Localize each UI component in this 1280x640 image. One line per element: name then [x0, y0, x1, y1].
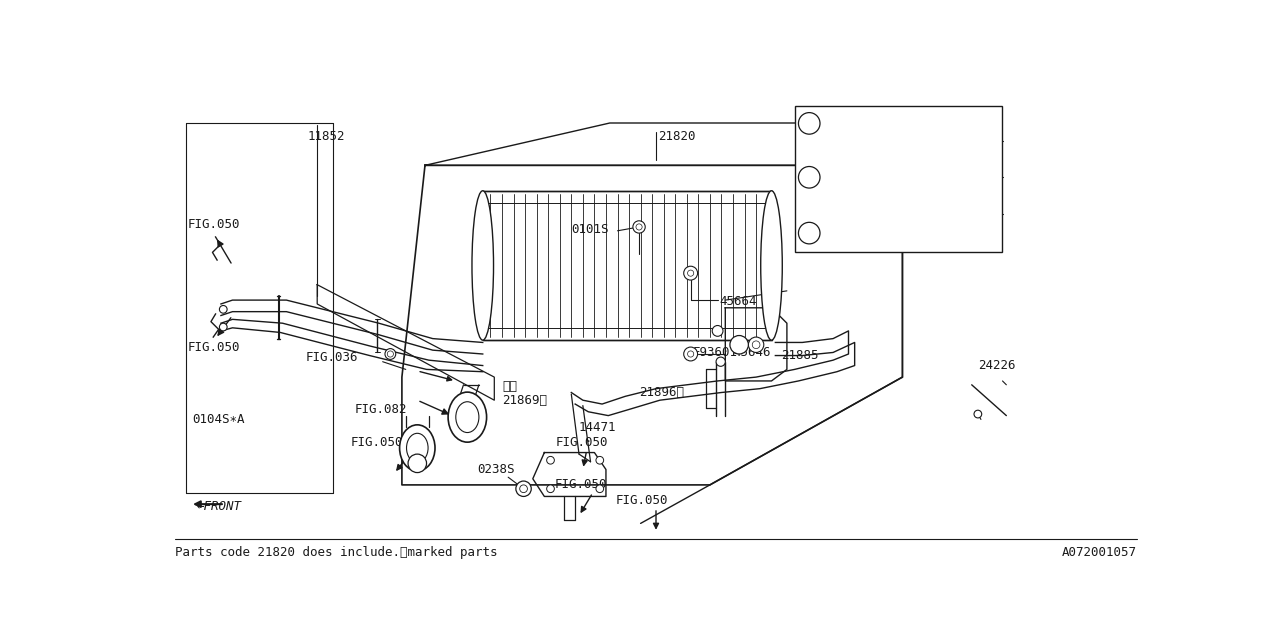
- Circle shape: [712, 326, 723, 336]
- Text: FIG.050: FIG.050: [554, 479, 607, 492]
- Circle shape: [547, 485, 554, 493]
- Text: 0238S: 0238S: [477, 463, 515, 476]
- Circle shape: [799, 222, 820, 244]
- Text: F93601: F93601: [692, 346, 739, 359]
- Text: FIG.050: FIG.050: [351, 436, 403, 449]
- Circle shape: [974, 410, 982, 418]
- Text: F98402 <-'05MY0408>: F98402 <-'05MY0408>: [829, 151, 965, 164]
- Text: FIG.082: FIG.082: [355, 403, 407, 416]
- Circle shape: [799, 113, 820, 134]
- Text: 45646: 45646: [733, 346, 771, 359]
- Polygon shape: [402, 165, 902, 485]
- Circle shape: [687, 270, 694, 276]
- Circle shape: [408, 454, 426, 472]
- Circle shape: [684, 266, 698, 280]
- Text: F9841  <'05MY0409->: F9841 <'05MY0409->: [829, 188, 965, 201]
- Polygon shape: [425, 123, 910, 165]
- Circle shape: [687, 351, 694, 357]
- Text: ①※: ①※: [502, 380, 517, 393]
- Circle shape: [684, 347, 698, 361]
- Polygon shape: [532, 452, 605, 497]
- Text: 0104S∗B: 0104S∗B: [829, 227, 882, 239]
- Circle shape: [753, 341, 760, 349]
- Ellipse shape: [399, 425, 435, 471]
- Circle shape: [388, 351, 393, 357]
- Text: 11852: 11852: [308, 131, 346, 143]
- Ellipse shape: [760, 191, 782, 340]
- Text: 21869※: 21869※: [502, 394, 547, 406]
- Text: 1: 1: [805, 117, 813, 130]
- Circle shape: [520, 485, 527, 493]
- Ellipse shape: [456, 402, 479, 433]
- Circle shape: [219, 323, 227, 331]
- Text: FIG.036: FIG.036: [306, 351, 358, 364]
- Text: A072001057: A072001057: [1062, 546, 1137, 559]
- Circle shape: [716, 357, 726, 366]
- Circle shape: [596, 456, 604, 464]
- Circle shape: [516, 481, 531, 497]
- Circle shape: [632, 221, 645, 233]
- Ellipse shape: [448, 392, 486, 442]
- Circle shape: [219, 305, 227, 313]
- Text: 0101S: 0101S: [571, 223, 609, 236]
- Text: ②: ②: [413, 458, 421, 468]
- Text: ←FRONT: ←FRONT: [196, 500, 242, 513]
- Circle shape: [547, 456, 554, 464]
- Text: 2: 2: [805, 171, 813, 184]
- Circle shape: [730, 335, 749, 354]
- Text: 0104S∗A: 0104S∗A: [192, 413, 244, 426]
- Text: FIG.050: FIG.050: [556, 436, 608, 449]
- Circle shape: [636, 224, 643, 230]
- Text: 3: 3: [805, 227, 813, 239]
- Circle shape: [799, 166, 820, 188]
- Text: F98402: F98402: [829, 117, 876, 130]
- Circle shape: [596, 485, 604, 493]
- Text: ④: ④: [736, 340, 742, 349]
- Text: 21896※: 21896※: [639, 386, 684, 399]
- Circle shape: [749, 337, 764, 353]
- Bar: [795, 106, 1002, 252]
- Text: FIG.050: FIG.050: [188, 218, 241, 231]
- Circle shape: [385, 349, 396, 360]
- Text: 14471: 14471: [579, 420, 617, 434]
- Ellipse shape: [407, 433, 428, 463]
- Ellipse shape: [472, 191, 494, 340]
- Text: 21885: 21885: [781, 349, 818, 362]
- Text: Parts code 21820 does include.※marked parts: Parts code 21820 does include.※marked pa…: [175, 546, 497, 559]
- Text: FIG.050: FIG.050: [188, 341, 241, 355]
- Text: 21820: 21820: [658, 131, 696, 143]
- Text: 24226: 24226: [978, 359, 1015, 372]
- Polygon shape: [317, 285, 494, 400]
- Text: 45664: 45664: [719, 295, 756, 308]
- Text: FIG.050: FIG.050: [616, 494, 668, 507]
- Polygon shape: [726, 308, 787, 381]
